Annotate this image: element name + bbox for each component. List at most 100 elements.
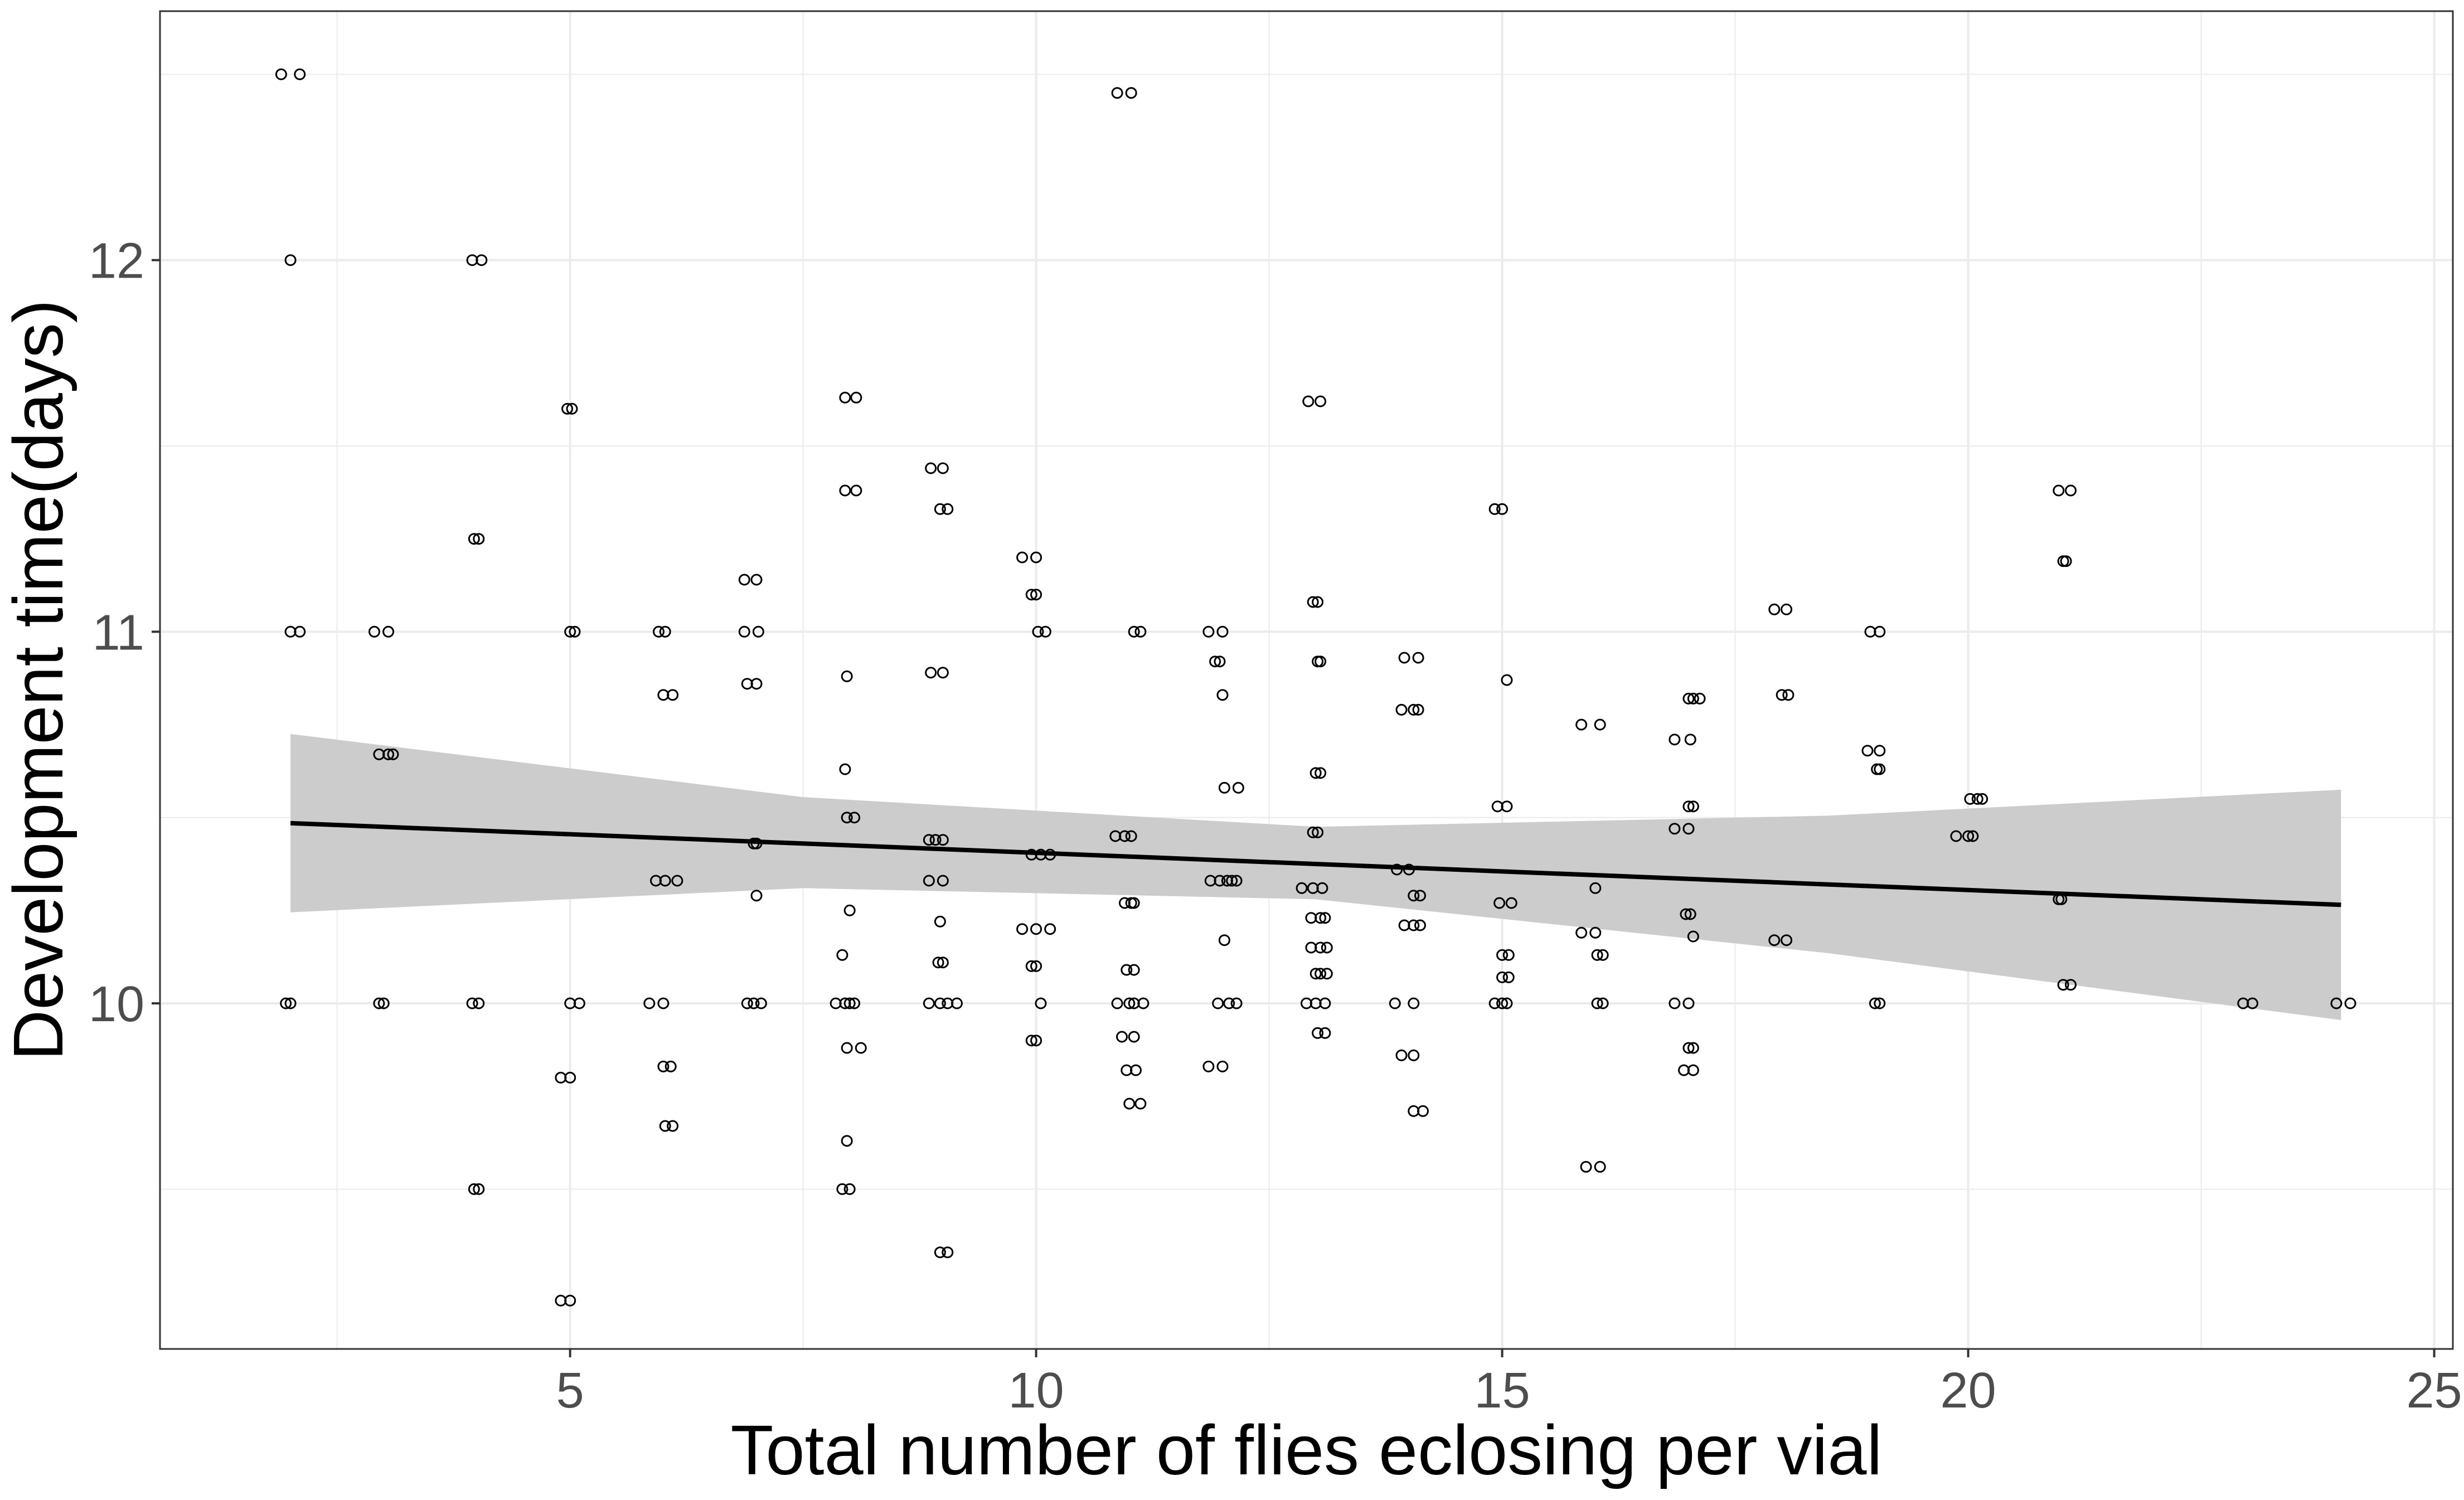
- data-point: [1030, 1035, 1042, 1047]
- data-point: [1687, 1064, 1699, 1076]
- x-tick-label: 20: [1941, 1363, 1996, 1419]
- data-point: [667, 689, 679, 701]
- data-point: [1594, 719, 1606, 731]
- data-point: [937, 667, 949, 679]
- data-point: [1214, 875, 1226, 887]
- data-point: [643, 997, 656, 1009]
- data-point: [1312, 596, 1324, 608]
- x-tick-label: 15: [1474, 1363, 1530, 1419]
- data-point: [1687, 1042, 1699, 1054]
- data-point: [1412, 652, 1424, 664]
- data-point: [1408, 919, 1420, 931]
- data-point: [843, 904, 856, 916]
- data-point: [671, 875, 683, 887]
- data-point: [1502, 971, 1515, 983]
- data-point: [1315, 767, 1327, 779]
- data-point: [1967, 830, 1979, 842]
- data-point: [1214, 656, 1226, 668]
- data-point: [1505, 897, 1517, 909]
- data-point: [755, 997, 767, 1009]
- data-point: [1316, 882, 1328, 894]
- data-point: [382, 748, 395, 760]
- data-point: [923, 875, 935, 887]
- data-point: [377, 997, 390, 1009]
- data-point: [1389, 997, 1401, 1009]
- data-point: [1575, 926, 1588, 939]
- data-point: [1321, 941, 1333, 954]
- data-point: [839, 391, 851, 404]
- data-point: [752, 625, 764, 638]
- data-point: [1684, 908, 1696, 920]
- data-point: [1874, 745, 1886, 757]
- data-point: [1971, 793, 1983, 805]
- data-point: [1226, 875, 1238, 887]
- data-point: [1668, 734, 1681, 746]
- data-point: [1496, 997, 1509, 1009]
- data-point: [923, 997, 935, 1009]
- data-point: [848, 812, 861, 824]
- data-point: [836, 949, 848, 961]
- data-point: [1589, 882, 1602, 894]
- data-point: [750, 678, 763, 690]
- data-point: [1781, 603, 1793, 615]
- data-point: [937, 834, 949, 846]
- data-point: [1488, 997, 1501, 1009]
- data-point: [1874, 625, 1886, 638]
- data-point: [934, 503, 946, 515]
- data-point: [841, 1135, 853, 1147]
- data-point: [1035, 997, 1047, 1009]
- data-point: [1668, 997, 1681, 1009]
- data-point: [566, 402, 578, 415]
- data-point: [1212, 997, 1224, 1009]
- data-point: [1694, 692, 1706, 705]
- data-point: [841, 670, 853, 682]
- data-point: [653, 625, 664, 638]
- data-point: [2065, 484, 2077, 497]
- y-axis-title: Development time(days): [0, 299, 77, 1061]
- data-point: [942, 1246, 954, 1259]
- data-point: [1597, 997, 1609, 1009]
- data-point: [850, 484, 862, 497]
- data-point: [1501, 997, 1513, 1009]
- data-point: [1408, 703, 1420, 716]
- data-point: [1030, 551, 1042, 564]
- data-point: [1216, 1060, 1229, 1072]
- data-point: [1044, 923, 1056, 935]
- data-point: [659, 625, 671, 638]
- y-tick-label: 11: [93, 605, 144, 661]
- grid-lines: [160, 11, 2453, 1349]
- data-point: [1417, 1105, 1429, 1117]
- data-point: [1668, 823, 1681, 835]
- x-tick-label: 10: [1008, 1363, 1064, 1419]
- data-point: [750, 890, 763, 902]
- data-point: [1682, 823, 1695, 835]
- data-point: [294, 68, 306, 80]
- data-point: [1575, 719, 1588, 731]
- data-point: [1016, 923, 1029, 935]
- data-point: [1202, 1060, 1215, 1072]
- data-point: [1128, 964, 1140, 976]
- data-point: [843, 1183, 856, 1195]
- data-point: [1493, 897, 1506, 909]
- data-point: [667, 1120, 679, 1132]
- x-axis-title: Total number of flies eclosing per vial: [730, 1411, 1882, 1489]
- data-point: [1232, 781, 1244, 794]
- data-point: [657, 997, 670, 1009]
- data-point: [934, 1246, 946, 1259]
- data-point: [1296, 882, 1308, 894]
- data-point: [942, 503, 954, 515]
- data-point: [1594, 1161, 1606, 1173]
- data-point: [738, 574, 750, 586]
- data-point: [1687, 930, 1699, 943]
- data-point: [1684, 734, 1696, 746]
- data-point: [1123, 1098, 1136, 1110]
- data-point: [925, 462, 937, 474]
- data-point: [1319, 997, 1331, 1009]
- data-point: [1202, 625, 1215, 638]
- data-point: [1502, 949, 1515, 961]
- data-point: [1408, 1049, 1420, 1061]
- data-point: [841, 812, 853, 824]
- data-point: [1307, 596, 1319, 608]
- data-point: [659, 875, 671, 887]
